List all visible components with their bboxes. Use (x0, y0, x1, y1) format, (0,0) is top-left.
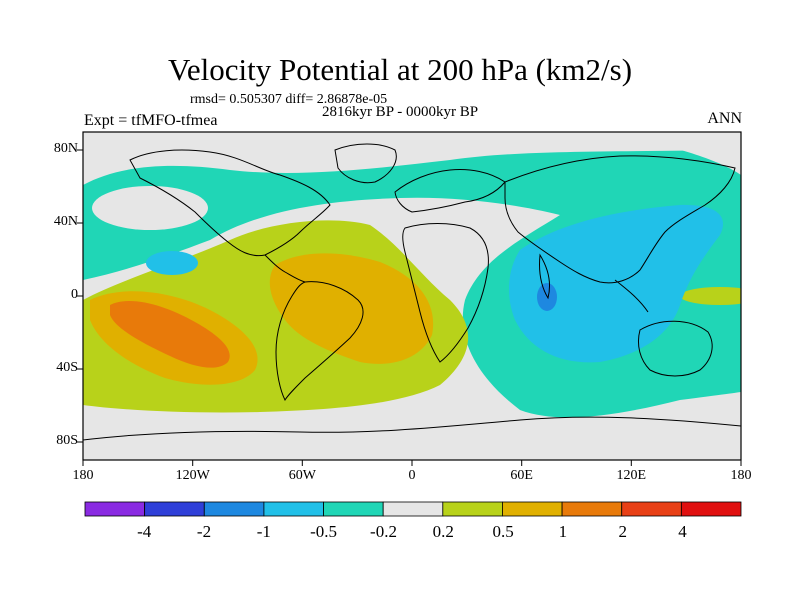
colorbar-label: -1 (256, 522, 271, 541)
colorbar-swatch (382, 501, 444, 517)
field-neutral-nwatl (92, 186, 208, 230)
colorbar-label: -4 (137, 522, 152, 541)
period-text: 2816kyr BP - 0000kyr BP (321, 104, 479, 120)
coast-se-asia (614, 279, 649, 313)
coast-north-america (129, 149, 331, 257)
colorbar-swatch (263, 501, 324, 517)
colorbar-swatch (203, 501, 265, 517)
field-gold-atlantic (269, 253, 434, 364)
field-light-blue-indian (508, 204, 724, 363)
coast-india (539, 253, 551, 300)
colorbar-label: 1 (558, 522, 568, 541)
coast-europe (394, 169, 506, 213)
colorbar-swatch (84, 501, 146, 517)
colorbar (84, 501, 742, 517)
colorbar-swatch (323, 501, 384, 517)
colorbar-swatch (621, 501, 682, 517)
colorbar-label: 4 (678, 522, 687, 541)
coast-south-america (275, 281, 364, 402)
field-orange-pacific (110, 301, 230, 368)
coast-asia (504, 155, 736, 284)
colorbar-label: -0.2 (370, 522, 397, 541)
coast-australia (637, 320, 713, 377)
season-label: ANN (707, 110, 742, 127)
lat-tick-label: 80S (56, 433, 78, 448)
coast-central-america (264, 254, 306, 283)
contour-fields (83, 132, 741, 460)
lon-tick-label: 120W (175, 468, 210, 483)
colorbar-swatch (680, 501, 742, 517)
field-lime-eastern (680, 287, 741, 305)
lat-tick-label: 40N (53, 214, 78, 229)
field-neutral-topright (600, 132, 741, 175)
coast-greenland (334, 143, 397, 184)
colorbar-swatch (144, 501, 205, 517)
lat-tick-label: 80N (53, 141, 78, 156)
stats-text: rmsd= 0.505307 diff= 2.86878e-05 (190, 92, 388, 107)
experiment-label: Expt = tfMFO-tfmea (84, 112, 218, 129)
lon-tick-label: 120E (616, 468, 647, 483)
lon-tick-label: 0 (408, 468, 416, 483)
field-light-blue-pacific (146, 251, 198, 275)
coast-antarctica (83, 416, 741, 441)
colorbar-label: -2 (196, 522, 212, 541)
colorbar-label: 2 (618, 522, 627, 541)
colorbar-swatch (442, 501, 503, 517)
coastlines (83, 143, 741, 441)
lon-tick-label: 180 (730, 468, 752, 483)
colorbar-label: -0.5 (310, 522, 338, 541)
plot-title: Velocity Potential at 200 hPa (km2/s) (167, 52, 633, 87)
colorbar-label: 0.5 (492, 522, 514, 541)
field-neutral-north (83, 132, 741, 185)
lat-tick-label: 40S (56, 360, 78, 375)
colorbar-swatch (561, 501, 623, 517)
lon-tick-label: 60W (288, 468, 316, 483)
tick-marks (77, 149, 742, 466)
lat-tick-label: 0 (71, 287, 78, 302)
lon-tick-label: 180 (72, 468, 94, 483)
colorbar-label: 0.2 (432, 522, 454, 541)
coast-africa (402, 223, 489, 363)
lon-tick-label: 60E (510, 468, 533, 483)
colorbar-swatch (502, 501, 563, 517)
